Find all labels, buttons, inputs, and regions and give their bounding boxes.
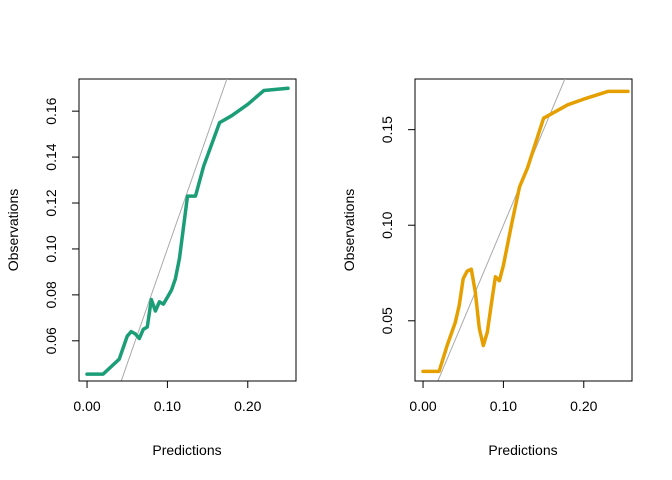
x-tick-label: 0.10 [490,398,517,414]
y-tick-label: 0.12 [43,189,59,216]
y-axis: 0.05 0.10 0.15 [379,116,416,334]
x-axis: 0.00 0.10 0.20 [73,380,262,414]
x-tick-label: 0.10 [154,398,181,414]
series-layer [421,89,630,374]
y-tick-label: 0.10 [379,211,395,238]
x-axis-title: Predictions [488,442,557,458]
y-axis-title: Observations [5,189,21,271]
x-axis-title: Predictions [152,442,221,458]
x-tick-label: 0.20 [570,398,597,414]
y-tick-label: 0.08 [43,281,59,308]
right-calibration-panel: 0.00 0.10 0.20 0.05 0.10 0.15 Predictions Ob… [341,78,633,458]
left-calibration-panel: 0.00 0.10 0.20 0.06 0.08 0.10 0.12 0.14 0.16 Pr… [5,78,297,458]
y-axis-title: Observations [341,189,357,271]
y-tick-label: 0.15 [379,116,395,143]
y-tick-label: 0.16 [43,97,59,124]
y-tick-label: 0.06 [43,327,59,354]
y-axis: 0.06 0.08 0.10 0.12 0.14 0.16 [43,97,80,354]
y-tick-label: 0.10 [43,235,59,262]
reference-line [120,79,228,381]
x-tick-label: 0.00 [409,398,436,414]
y-tick-label: 0.14 [43,143,59,170]
y-tick-label: 0.05 [379,307,395,334]
x-axis: 0.00 0.10 0.20 [409,380,598,414]
series-line-0 [85,86,290,376]
series-line-0 [421,89,630,374]
reference-line-layer [120,79,228,381]
x-tick-label: 0.20 [234,398,261,414]
x-tick-label: 0.00 [73,398,100,414]
series-layer [85,86,290,376]
